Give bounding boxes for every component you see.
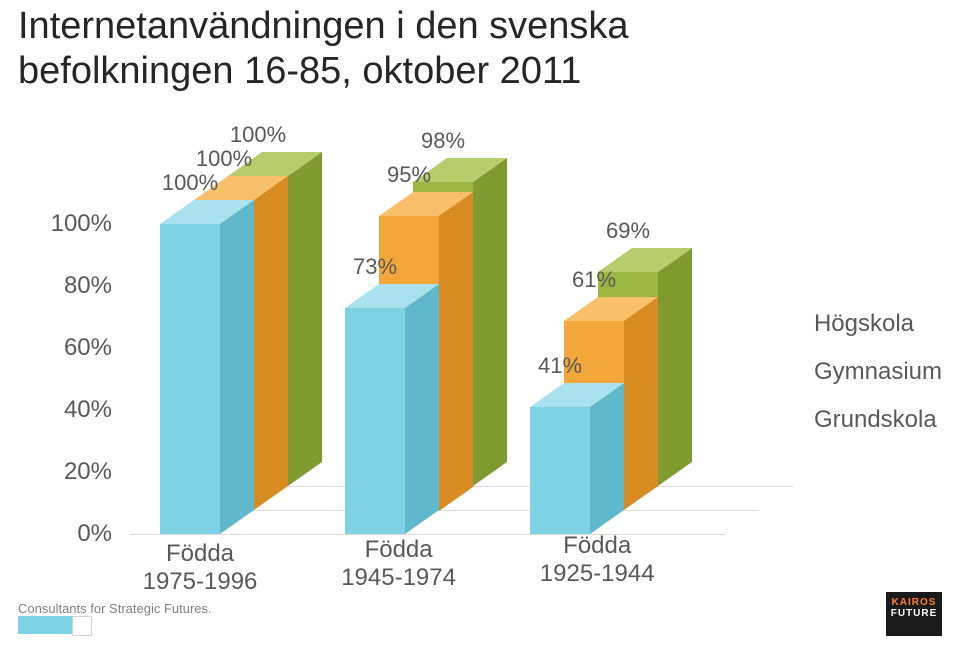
bar-value-label: 61% [534,267,654,293]
bar-side [405,284,439,534]
legend: Högskola Gymnasium Grundskola [814,300,942,444]
x-label-line1: Födda [365,536,433,563]
x-category-label: Födda1975-1996 [110,540,290,595]
x-category-label: Födda1945-1974 [309,536,489,591]
bar-value-label: 69% [568,218,688,244]
footer-square [36,616,54,634]
bar: 41% [530,407,590,534]
legend-item-hogskola: Högskola [814,300,942,348]
bar-side [439,192,473,511]
bar-value-label: 73% [315,254,435,280]
bar-value-label: 95% [349,162,469,188]
y-tick-label: 20% [40,458,112,486]
bar-front [530,407,590,534]
bar-side [288,152,322,486]
legend-item-grundskola: Grundskola [814,396,942,444]
y-tick-label: 0% [40,520,112,548]
bar: 73% [345,308,405,534]
bar-value-label: 100% [130,170,250,196]
bar-side [473,158,507,486]
kairos-logo: KAIROS FUTURE [886,592,942,636]
bar-front [345,308,405,534]
bar-side [658,248,692,486]
legend-item-gymnasium: Gymnasium [814,348,942,396]
bar-value-label: 98% [383,128,503,154]
bar-side [590,383,624,534]
logo-line-1: KAIROS [886,598,942,609]
bar-value-label: 100% [198,122,318,148]
chart-stage: 100% 80% 60% 40% 20% 0% 100% 98% 69% 100% 95% 61% 10… [40,104,920,574]
footer-square [54,616,72,634]
x-label-line1: Födda [563,532,631,559]
x-label-line2: 1975-1996 [143,568,258,595]
footer-tagline: Consultants for Strategic Futures. [18,601,212,616]
x-label-line1: Födda [166,540,234,567]
footer: Consultants for Strategic Futures. [18,601,212,636]
bar-front [160,224,220,534]
bar-value-label: 41% [500,353,620,379]
bar-side [220,200,254,534]
y-tick-label: 40% [40,396,112,424]
slide-title: Internetanvändningen i den svenska befol… [18,4,629,94]
bar-side [254,176,288,510]
footer-square [72,616,92,636]
y-tick-label: 60% [40,334,112,362]
bar-side [624,297,658,510]
y-tick-label: 80% [40,272,112,300]
slide: Internetanvändningen i den svenska befol… [0,0,960,646]
bar-chart: 100% 80% 60% 40% 20% 0% 100% 98% 69% 100% 95% 61% 10… [40,104,920,574]
bar-value-label: 100% [164,146,284,172]
footer-square [18,616,36,634]
x-label-line2: 1925-1944 [540,560,655,587]
footer-squares [18,616,212,636]
footer-block: Consultants for Strategic Futures. [18,601,212,636]
y-tick-label: 100% [40,210,112,238]
title-line-1: Internetanvändningen i den svenska [18,5,629,47]
bar: 100% [160,224,220,534]
x-category-label: Födda1925-1944 [507,532,687,587]
x-label-line2: 1945-1974 [341,564,456,591]
title-line-2: befolkningen 16-85, oktober 2011 [18,50,581,92]
logo-line-2: FUTURE [886,609,942,620]
